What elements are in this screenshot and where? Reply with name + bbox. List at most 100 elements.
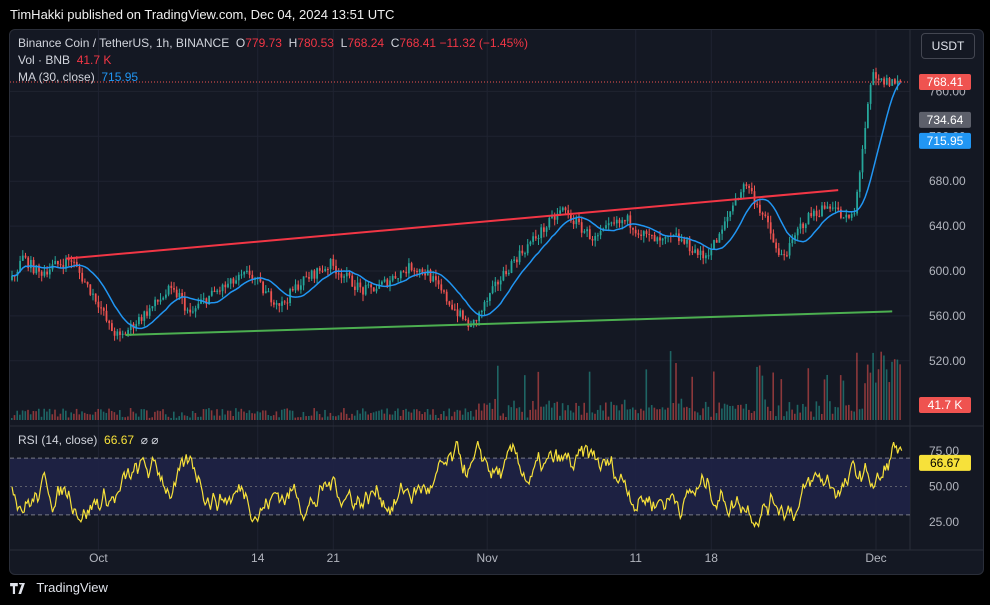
change-value: −11.32 (−1.45%) <box>439 36 528 50</box>
candle-body <box>818 215 821 217</box>
time-tick-label: 18 <box>705 551 719 565</box>
candle-body <box>459 310 462 317</box>
rsi-legend[interactable]: RSI (14, close) 66.67 ⌀ ⌀ <box>18 433 159 447</box>
candle-body <box>89 284 92 295</box>
candle-body <box>613 222 615 224</box>
candle-body <box>537 238 540 240</box>
volume-bar <box>59 413 62 420</box>
rsi-line <box>11 440 903 528</box>
volume-bar <box>578 405 580 420</box>
volume-bar <box>696 412 699 420</box>
volume-bar <box>729 406 731 420</box>
candle-body <box>194 308 197 312</box>
volume-bar <box>105 412 108 420</box>
volume-bar <box>213 415 216 420</box>
candle-body <box>448 301 451 305</box>
chart-panel[interactable]: 520.00560.00600.00640.00680.00720.00760.… <box>9 29 984 575</box>
candle-body <box>264 291 267 294</box>
candle-body <box>308 276 310 279</box>
volume-bar <box>451 416 453 420</box>
candle-body <box>86 281 89 285</box>
volume-bar <box>65 410 67 420</box>
candle-body <box>129 323 132 330</box>
volume-bar <box>513 400 515 420</box>
volume-bar <box>375 411 378 420</box>
candle-body <box>375 288 378 292</box>
volume-bar <box>124 417 126 420</box>
volume-bar <box>486 404 488 420</box>
time-tick-label: 14 <box>251 551 265 565</box>
resistance-trendline <box>65 189 839 260</box>
candle-body <box>84 281 86 283</box>
volume-value-badge <box>919 397 971 413</box>
rsi-pane: 25.00 50.00 75.00 <box>10 440 959 529</box>
volume-bar <box>221 409 224 420</box>
volume-bar <box>864 383 866 420</box>
volume-bar <box>734 408 737 420</box>
volume-bar <box>629 409 631 420</box>
symbol-name[interactable]: Binance Coin / TetherUS, 1h, BINANCE <box>18 36 230 50</box>
candle-body <box>165 294 167 298</box>
volume-bar <box>737 404 739 420</box>
volume-bar <box>553 402 556 420</box>
candle-body <box>418 269 421 273</box>
volume-bar <box>448 408 450 420</box>
candle-body <box>710 249 713 256</box>
candle-body <box>294 284 297 291</box>
volume-bar <box>856 352 858 420</box>
volume-bar <box>826 374 828 420</box>
candle-body <box>867 103 869 128</box>
candle-body <box>189 309 192 313</box>
volume-bar <box>510 407 513 420</box>
volume-bar <box>640 408 642 420</box>
candle-body <box>159 299 162 302</box>
volume-bar <box>378 410 380 420</box>
volume-legend[interactable]: Vol · BNB 41.7 K <box>18 53 111 67</box>
candle-body <box>472 319 475 324</box>
candle-body <box>561 207 564 211</box>
rsi-settings-icons[interactable]: ⌀ ⌀ <box>140 433 159 447</box>
volume-bar <box>237 411 240 420</box>
candle-body <box>567 210 570 214</box>
candle-body <box>232 278 235 284</box>
ma-legend[interactable]: MA (30, close) 715.95 <box>18 70 138 84</box>
candle-body <box>826 206 829 209</box>
low-label: L <box>340 36 348 50</box>
volume-bar <box>834 406 837 420</box>
candle-body <box>283 301 286 303</box>
candle-body <box>856 191 858 214</box>
volume-bar <box>259 412 261 420</box>
currency-button[interactable]: USDT <box>921 33 975 59</box>
volume-bar <box>564 410 567 420</box>
candle-body <box>97 301 100 308</box>
ma-value-badge <box>919 132 971 149</box>
candle-body <box>845 214 848 218</box>
candle-body <box>489 293 491 301</box>
volume-bar <box>281 409 283 420</box>
candle-body <box>680 239 683 242</box>
volume-bar <box>310 415 313 420</box>
volume-bar <box>386 408 388 420</box>
volume-bar <box>256 411 259 420</box>
volume-value-badge-text: 41.7 K <box>928 398 963 412</box>
volume-bar <box>16 410 18 420</box>
candle-body <box>370 284 372 288</box>
last-price-badge <box>919 73 971 90</box>
candle-body <box>240 274 243 276</box>
volume-bar <box>745 403 747 420</box>
candle-body <box>885 78 888 85</box>
price-chart-svg[interactable]: 520.00560.00600.00640.00680.00720.00760.… <box>10 30 983 574</box>
footer-brand-text: TradingView <box>36 580 108 595</box>
volume-bar <box>896 359 899 420</box>
volume-bar <box>756 366 758 420</box>
candle-body <box>278 303 281 306</box>
volume-bar <box>829 401 831 420</box>
candle-body <box>46 271 48 275</box>
rsi-label: RSI (14, close) <box>18 433 98 447</box>
volume-bar <box>715 413 718 420</box>
volume-bar <box>464 408 467 420</box>
volume-bar <box>351 413 353 420</box>
volume-bar <box>229 410 232 420</box>
volume-bar <box>615 405 618 420</box>
